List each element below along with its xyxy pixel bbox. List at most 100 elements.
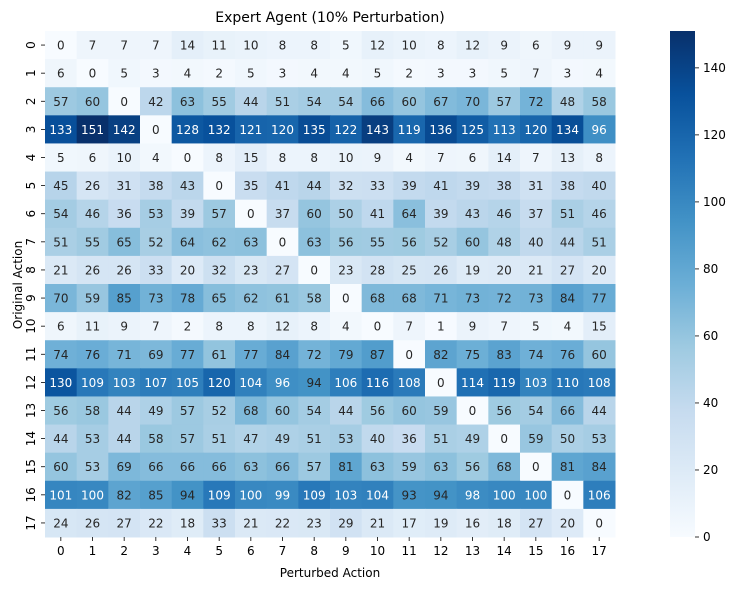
cell-value-label: 48 [497,235,512,249]
heatmap-cell [551,31,584,60]
cell-value-label: 54 [53,207,68,221]
heatmap-cell [520,115,553,144]
heatmap-cell [393,424,426,454]
heatmap-cell [361,396,394,426]
heatmap-cell [551,508,584,538]
cell-value-label: 54 [528,404,543,418]
cell-value-label: 58 [85,404,100,418]
cell-value-label: 93 [402,488,417,502]
heatmap-cell [203,227,236,257]
heatmap-cell [393,227,426,257]
heatmap-cell [171,199,204,229]
y-tick-label: 0 [24,41,38,49]
cell-value-label: 35 [243,179,258,193]
cell-value-label: 0 [57,39,65,53]
heatmap-cell [520,480,553,510]
cell-value-label: 52 [148,235,163,249]
cell-value-label: 103 [524,376,547,390]
heatmap-cell [171,255,204,285]
heatmap-cell [76,424,109,454]
x-tick-label: 2 [120,544,128,558]
heatmap-cell [488,312,521,341]
y-tick-label: 8 [24,266,38,274]
cell-value-label: 100 [81,488,104,502]
heatmap-cell [330,31,363,60]
cell-value-label: 71 [433,292,448,306]
heatmap-cell [298,368,331,397]
cell-value-label: 8 [215,151,223,165]
heatmap-cell [488,115,521,144]
heatmap-cell [361,171,394,201]
cell-value-label: 44 [243,95,258,109]
y-tick-label: 12 [24,375,38,390]
heatmap-cell [520,171,553,201]
cell-value-label: 57 [497,95,512,109]
heatmap-cell [425,480,458,510]
cell-value-label: 104 [366,488,389,502]
heatmap-cell [425,368,458,397]
heatmap-cell [551,87,584,116]
heatmap-cell [551,115,584,144]
heatmap-cell [171,340,204,369]
heatmap-cell [520,508,553,538]
cell-value-label: 3 [279,67,287,81]
heatmap-cell [108,312,141,341]
heatmap-cell [456,396,489,426]
cell-value-label: 143 [366,123,389,137]
heatmap-cell [108,199,141,229]
cell-value-label: 10 [243,39,258,53]
heatmap-cell [171,115,204,144]
y-tick-label: 1 [24,69,38,77]
cell-value-label: 120 [524,123,547,137]
colorbar-tick-label: 80 [703,262,718,276]
cell-value-label: 7 [405,320,413,334]
heatmap-cell [425,424,458,454]
colorbar [670,31,695,537]
heatmap-cell [108,452,141,482]
cell-value-label: 0 [564,488,572,502]
heatmap-cell [266,508,299,538]
heatmap-cell [76,171,109,201]
cell-value-label: 3 [437,67,445,81]
cell-value-label: 21 [243,516,258,530]
heatmap-cell [108,115,141,144]
cell-value-label: 83 [497,348,512,362]
heatmap-cell [583,312,616,341]
cell-value-label: 4 [595,67,603,81]
heatmap-cell [456,368,489,397]
x-tick-label: 13 [465,544,480,558]
heatmap-cell [551,368,584,397]
heatmap-cell [425,508,458,538]
cell-value-label: 76 [560,348,575,362]
cell-value-label: 43 [180,179,195,193]
heatmap-cell [520,312,553,341]
cell-value-label: 8 [310,151,318,165]
heatmap-cell [235,284,268,313]
cell-value-label: 103 [334,488,357,502]
cell-value-label: 41 [433,179,448,193]
cell-value-label: 26 [433,263,448,277]
heatmap-cell [583,143,616,173]
cell-value-label: 94 [433,488,448,502]
heatmap-cell [330,87,363,116]
cell-value-label: 77 [180,348,195,362]
cell-value-label: 46 [592,207,607,221]
cell-value-label: 38 [497,179,512,193]
heatmap-cell [425,171,458,201]
chart-title: Expert Agent (10% Perturbation) [215,10,444,26]
heatmap-cell [583,452,616,482]
cell-value-label: 106 [334,376,357,390]
cell-value-label: 60 [53,460,68,474]
cell-value-label: 9 [120,320,128,334]
colorbar-tick-label: 20 [703,463,718,477]
heatmap-cell [361,340,394,369]
cell-value-label: 26 [85,179,100,193]
x-tick-label: 6 [247,544,255,558]
colorbar-tick-label: 140 [703,61,726,75]
cell-value-label: 44 [592,404,607,418]
heatmap-cell [425,31,458,60]
cell-value-label: 2 [215,67,223,81]
heatmap-cell [298,424,331,454]
heatmap-cell [361,31,394,60]
heatmap-cell [203,255,236,285]
